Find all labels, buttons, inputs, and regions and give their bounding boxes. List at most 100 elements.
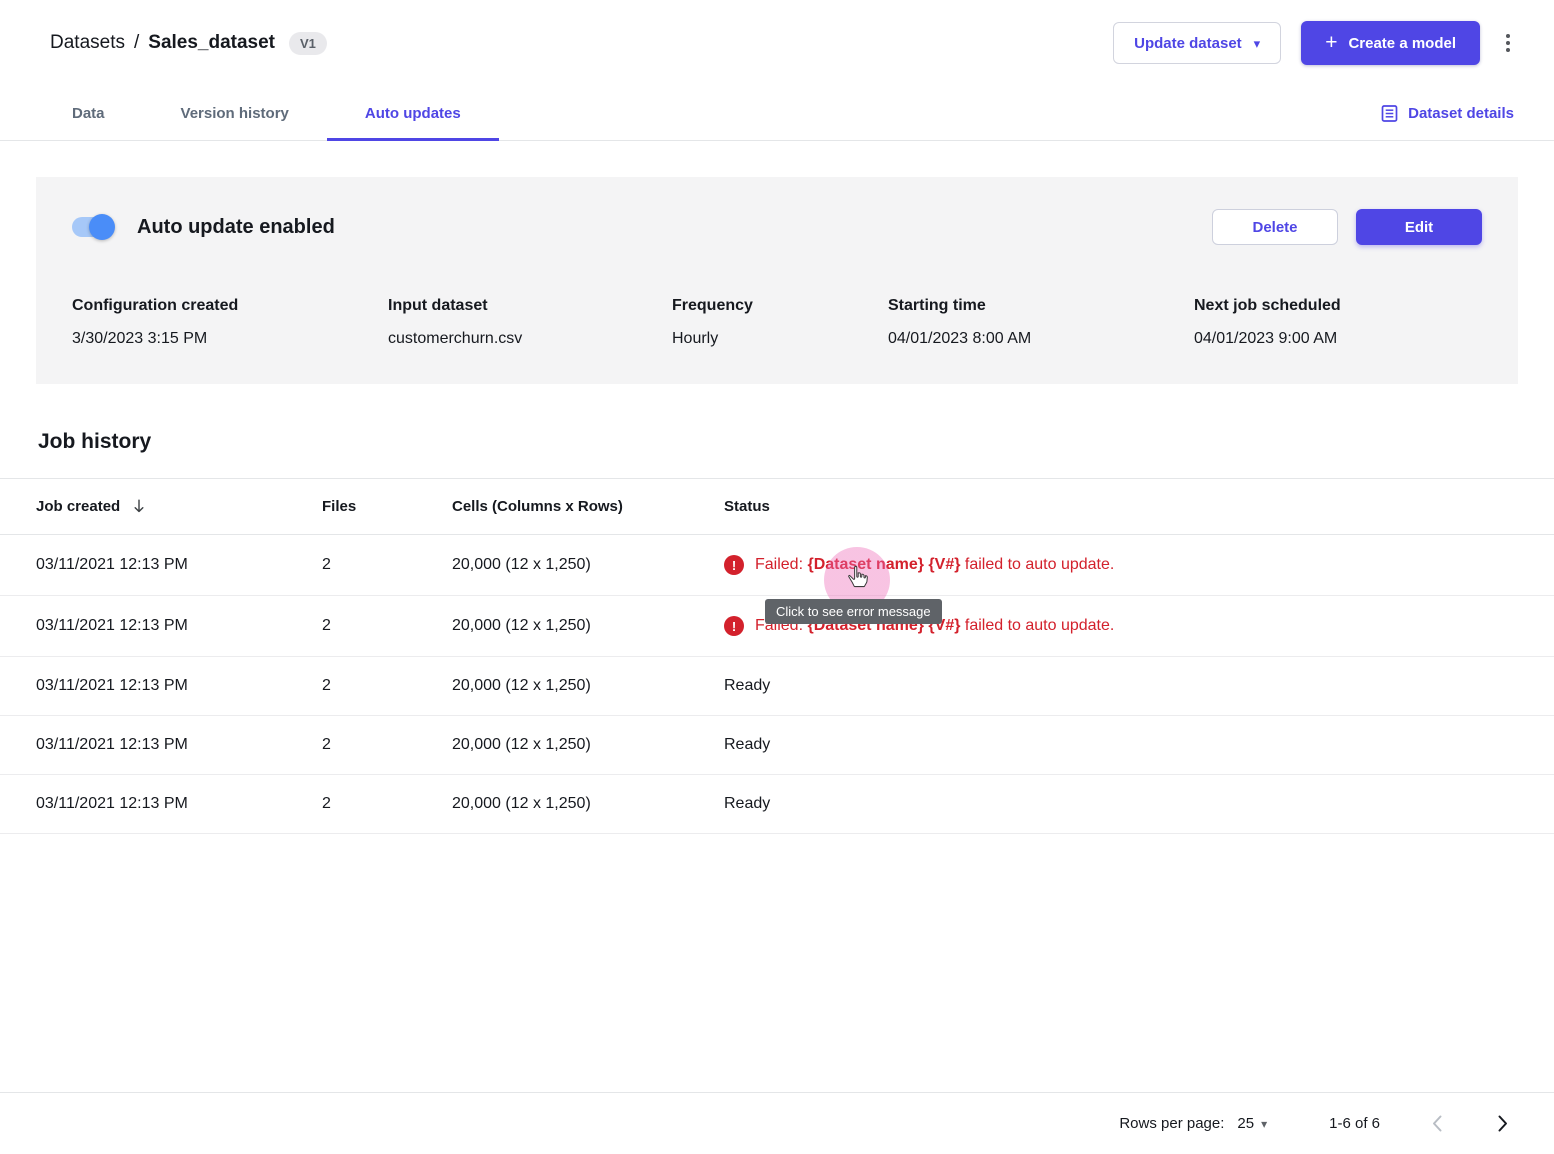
cell-files: 2: [322, 656, 452, 716]
field-configuration-created: Configuration created 3/30/2023 3:15 PM: [72, 297, 388, 348]
toggle-knob: [89, 214, 115, 240]
error-tooltip: Click to see error message: [765, 599, 942, 624]
version-badge: V1: [289, 31, 327, 55]
auto-update-panel: Auto update enabled Delete Edit Configur…: [36, 177, 1518, 384]
cell-cells: 20,000 (12 x 1,250): [452, 534, 724, 596]
field-label: Next job scheduled: [1194, 297, 1341, 314]
cell-job-created: 03/11/2021 12:13 PM: [0, 656, 322, 716]
cell-files: 2: [322, 774, 452, 834]
cell-files: 2: [322, 534, 452, 596]
cell-status: Ready: [724, 656, 1554, 716]
cell-cells: 20,000 (12 x 1,250): [452, 774, 724, 834]
panel-top-row: Auto update enabled Delete Edit: [72, 209, 1482, 245]
field-input-dataset: Input dataset customerchurn.csv: [388, 297, 672, 348]
cell-job-created: 03/11/2021 12:13 PM: [0, 534, 322, 596]
tab-auto-updates[interactable]: Auto updates: [326, 86, 499, 141]
status-failed-link[interactable]: ! Failed: {Dataset name} {V#} failed to …: [724, 555, 1554, 575]
table-row: 03/11/2021 12:13 PM 2 20,000 (12 x 1,250…: [0, 656, 1554, 716]
table-header-row: Job created Files Cells (Columns x Rows)…: [0, 478, 1554, 535]
cell-job-created: 03/11/2021 12:13 PM: [0, 595, 322, 657]
table-row: 03/11/2021 12:13 PM 2 20,000 (12 x 1,250…: [0, 715, 1554, 775]
delete-button[interactable]: Delete: [1212, 209, 1338, 245]
topbar: Datasets / Sales_dataset V1 Update datas…: [0, 0, 1554, 86]
update-dataset-button[interactable]: Update dataset ▾: [1113, 22, 1282, 64]
job-history-title: Job history: [38, 430, 152, 453]
cell-files: 2: [322, 595, 452, 657]
edit-button[interactable]: Edit: [1356, 209, 1482, 245]
cell-cells: 20,000 (12 x 1,250): [452, 656, 724, 716]
create-model-label: Create a model: [1348, 34, 1456, 52]
sort-descending-icon: [134, 499, 144, 513]
column-header-cells: Cells (Columns x Rows): [452, 478, 724, 535]
rows-per-page-select[interactable]: 25 ▾: [1237, 1115, 1267, 1132]
caret-down-icon: ▾: [1261, 1116, 1268, 1131]
cursor-hand-icon: [848, 565, 868, 588]
table-row: 03/11/2021 12:13 PM 2 20,000 (12 x 1,250…: [0, 774, 1554, 834]
breadcrumb: Datasets / Sales_dataset V1: [50, 31, 327, 55]
pagination-range: 1-6 of 6: [1329, 1115, 1380, 1132]
tab-bar: Data Version history Auto updates Datase…: [0, 86, 1554, 141]
create-model-button[interactable]: + Create a model: [1301, 21, 1480, 65]
kebab-menu-icon[interactable]: [1500, 27, 1516, 59]
auto-update-toggle[interactable]: [72, 214, 115, 240]
tab-data[interactable]: Data: [34, 86, 143, 140]
field-value: 04/01/2023 9:00 AM: [1194, 330, 1338, 347]
cell-files: 2: [322, 715, 452, 775]
plus-icon: +: [1325, 30, 1338, 54]
cell-cells: 20,000 (12 x 1,250): [452, 715, 724, 775]
dataset-details-label: Dataset details: [1408, 104, 1514, 122]
tab-version-history-label: Version history: [180, 104, 289, 122]
cell-status: Ready: [724, 774, 1554, 834]
error-icon: !: [724, 555, 744, 575]
auto-update-toggle-label: Auto update enabled: [137, 215, 335, 238]
next-page-button[interactable]: [1494, 1111, 1512, 1136]
field-next-job-scheduled: Next job scheduled 04/01/2023 9:00 AM: [1194, 297, 1482, 348]
field-value: Hourly: [672, 330, 719, 347]
pagination-bar: Rows per page: 25 ▾ 1-6 of 6: [0, 1092, 1554, 1154]
chevron-right-icon: [1498, 1115, 1507, 1132]
field-label: Input dataset: [388, 297, 488, 314]
configuration-fields: Configuration created 3/30/2023 3:15 PM …: [72, 297, 1482, 348]
field-starting-time: Starting time 04/01/2023 8:00 AM: [888, 297, 1194, 348]
cell-job-created: 03/11/2021 12:13 PM: [0, 774, 322, 834]
status-ready: Ready: [724, 677, 771, 694]
topbar-actions: Update dataset ▾ + Create a model: [1113, 21, 1516, 65]
rows-per-page-value: 25: [1237, 1115, 1255, 1132]
table-row: 03/11/2021 12:13 PM 2 20,000 (12 x 1,250…: [0, 595, 1554, 657]
status-ready: Ready: [724, 795, 771, 812]
document-details-icon: [1381, 104, 1398, 122]
auto-update-toggle-group: Auto update enabled: [72, 214, 335, 240]
breadcrumb-separator: /: [133, 32, 140, 53]
update-dataset-label: Update dataset: [1134, 34, 1242, 52]
panel-actions: Delete Edit: [1212, 209, 1482, 245]
cell-status: Ready: [724, 715, 1554, 775]
field-value: customerchurn.csv: [388, 330, 523, 347]
status-ready: Ready: [724, 736, 771, 753]
tab-version-history[interactable]: Version history: [143, 86, 327, 140]
status-text: Failed: {Dataset name} {V#} failed to au…: [755, 556, 1115, 573]
rows-per-page-label: Rows per page:: [1119, 1115, 1225, 1132]
chevron-left-icon: [1433, 1115, 1442, 1132]
job-history-table: Job created Files Cells (Columns x Rows)…: [0, 478, 1554, 834]
cell-job-created: 03/11/2021 12:13 PM: [0, 715, 322, 775]
previous-page-button[interactable]: [1428, 1111, 1446, 1136]
tab-data-label: Data: [72, 104, 105, 122]
page-title: Sales_dataset: [148, 32, 276, 53]
cell-status: ! Failed: {Dataset name} {V#} failed to …: [724, 534, 1554, 624]
table-row: 03/11/2021 12:13 PM 2 20,000 (12 x 1,250…: [0, 534, 1554, 624]
breadcrumb-datasets-link[interactable]: Datasets: [50, 32, 125, 53]
field-frequency: Frequency Hourly: [672, 297, 888, 348]
column-header-label: Job created: [36, 498, 121, 515]
field-value: 3/30/2023 3:15 PM: [72, 330, 208, 347]
column-header-job-created[interactable]: Job created: [0, 478, 322, 535]
field-label: Configuration created: [72, 297, 239, 314]
error-icon: !: [724, 616, 744, 636]
dataset-details-button[interactable]: Dataset details: [1380, 86, 1514, 140]
column-header-files: Files: [322, 478, 452, 535]
column-header-status: Status: [724, 478, 1554, 535]
field-label: Frequency: [672, 297, 753, 314]
tab-auto-updates-label: Auto updates: [364, 104, 461, 122]
field-value: 04/01/2023 8:00 AM: [888, 330, 1032, 347]
field-label: Starting time: [888, 297, 986, 314]
